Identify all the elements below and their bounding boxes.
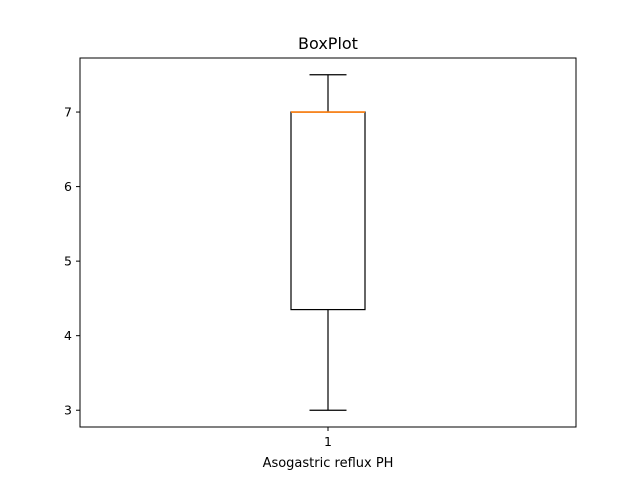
y-axis: 3 4 5 6 7 [64, 105, 80, 418]
y-tick-label: 7 [64, 105, 72, 120]
y-tick-label: 4 [64, 328, 72, 343]
x-axis-label: Asogastric reflux PH [263, 456, 394, 471]
chart-title: BoxPlot [298, 34, 358, 53]
plot-area [290, 74, 366, 411]
x-tick-label: 1 [324, 434, 332, 449]
y-tick-label: 5 [64, 254, 72, 269]
iqr-box [290, 111, 366, 311]
y-tick-label: 3 [64, 403, 72, 418]
y-tick-label: 6 [64, 179, 72, 194]
x-axis: 1 [324, 427, 332, 449]
